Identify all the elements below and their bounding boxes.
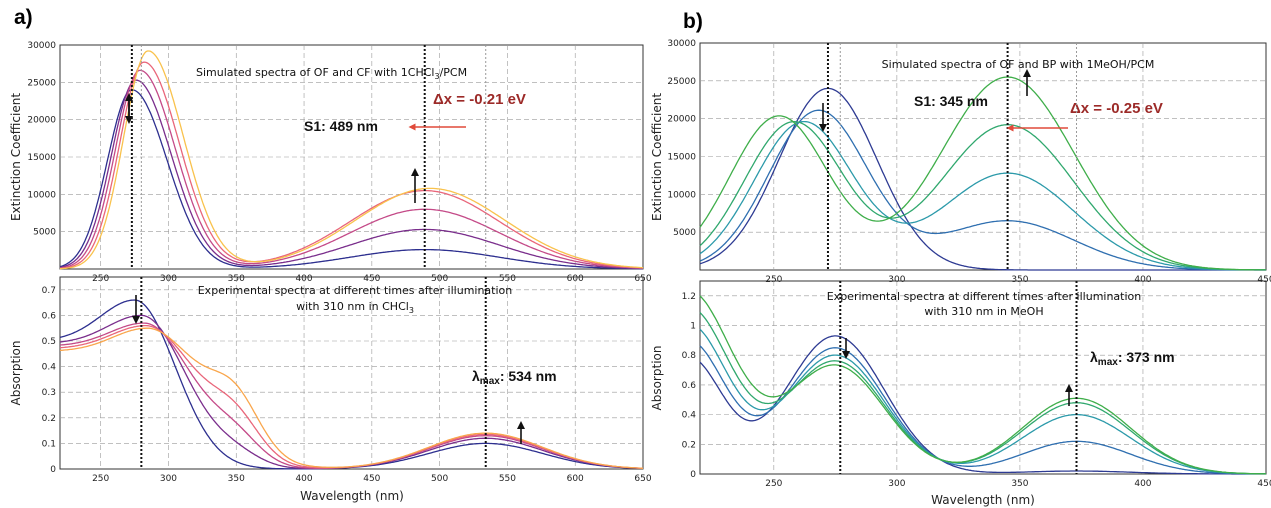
series-line: [699, 120, 1266, 271]
b-lambda-label: λmax: 373 nm: [1090, 349, 1175, 368]
panel-a-letter: a): [14, 6, 33, 29]
b-exp-title-line1: Experimental spectra at different times …: [827, 290, 1142, 303]
panel-a-bottom-plot: 250 300 350 400 450 500 550 600 650 0 0.1 0.2 0.3 0.4…: [42, 276, 652, 484]
series-line: [699, 335, 1266, 475]
x-tick-label: 400: [1134, 479, 1151, 489]
y-tick-label: 0.4: [682, 411, 697, 421]
x-tick-label: 500: [431, 474, 448, 484]
y-tick-label: 30000: [27, 41, 56, 51]
panel-b-top-plot: 250 300 350 400 450 5000 10000 15000 20000 25000 3…: [667, 39, 1271, 285]
y-tick-label: 0.8: [682, 351, 697, 361]
y-tick-label: 0.3: [42, 388, 56, 398]
a-xlabel: Wavelength (nm): [300, 489, 404, 503]
x-tick-label: 450: [1257, 275, 1271, 285]
series-line: [699, 120, 1266, 271]
series-line: [699, 295, 1266, 475]
a-s1-label: S1: 489 nm: [304, 118, 378, 134]
y-tick-label: 25000: [667, 77, 696, 87]
x-tick-label: 400: [1134, 275, 1151, 285]
y-tick-label: 10000: [27, 190, 56, 200]
a-lambda-label: λmax: 534 nm: [472, 368, 557, 387]
b-shift-label: Δx = -0.25 eV: [1070, 100, 1163, 117]
series-line: [699, 109, 1266, 271]
y-tick-label: 0.4: [42, 363, 57, 373]
b-s1-label: S1: 345 nm: [914, 93, 988, 109]
series-line: [59, 50, 643, 270]
a-exp-title-line2: with 310 nm in CHCl3: [296, 300, 414, 315]
y-tick-label: 25000: [27, 78, 56, 88]
series-line: [699, 87, 1266, 271]
x-tick-label: 300: [888, 479, 905, 489]
x-tick-label: 450: [1257, 479, 1271, 489]
a-shift-label: Δx = -0.21 eV: [433, 91, 526, 108]
panel-b-bottom-plot: 250 300 350 400 450 0 0.2 0.4 0.6 0.8 1 1.2: [682, 280, 1271, 489]
x-tick-label: 600: [567, 474, 584, 484]
x-tick-label: 350: [1011, 479, 1028, 489]
y-tick-label: 5000: [33, 228, 56, 238]
x-tick-label: 300: [888, 275, 905, 285]
x-tick-label: 250: [765, 275, 782, 285]
series-line: [59, 69, 644, 269]
y-tick-label: 5000: [673, 228, 696, 238]
b-xlabel: Wavelength (nm): [931, 493, 1035, 507]
series-line: [59, 327, 643, 469]
x-tick-label: 400: [295, 474, 312, 484]
y-tick-label: 1: [690, 322, 696, 332]
x-tick-label: 350: [1011, 275, 1028, 285]
x-tick-label: 250: [92, 474, 109, 484]
y-tick-label: 0.6: [682, 381, 697, 391]
y-tick-label: 0.1: [42, 439, 56, 449]
y-tick-label: 0.7: [42, 286, 56, 296]
x-tick-label: 300: [160, 474, 177, 484]
y-tick-label: 0: [690, 470, 696, 480]
y-tick-label: 0.5: [42, 337, 56, 347]
x-tick-label: 650: [634, 474, 651, 484]
y-tick-label: 20000: [27, 116, 56, 126]
a-bottom-ylabel: Absorption: [9, 341, 23, 406]
a-exp-title-line1: Experimental spectra at different times …: [198, 284, 513, 297]
y-tick-label: 10000: [667, 190, 696, 200]
y-tick-label: 0.2: [682, 440, 696, 450]
b-exp-title-line2: with 310 nm in MeOH: [924, 305, 1043, 318]
a-top-ylabel: Extinction Coefficient: [9, 93, 23, 221]
series-line: [59, 324, 643, 469]
y-tick-label: 15000: [667, 153, 696, 163]
b-sim-title: Simulated spectra of OF and BP with 1MeO…: [882, 58, 1155, 71]
b-top-ylabel: Extinction Coefficient: [650, 93, 664, 221]
y-tick-label: 15000: [27, 153, 56, 163]
y-tick-label: 0.6: [42, 311, 57, 321]
series-line: [699, 345, 1266, 475]
series-line: [699, 328, 1266, 475]
y-tick-label: 1.2: [682, 292, 696, 302]
series-line: [59, 61, 643, 270]
y-tick-label: 0.2: [42, 414, 56, 424]
y-tick-label: 0: [50, 465, 56, 475]
panel-b-letter: b): [683, 10, 703, 33]
x-tick-label: 250: [765, 479, 782, 489]
y-tick-label: 30000: [667, 39, 696, 49]
b-bottom-ylabel: Absorption: [650, 346, 664, 411]
x-tick-label: 550: [499, 474, 516, 484]
x-tick-label: 350: [228, 474, 245, 484]
series-line: [699, 76, 1266, 271]
series-line: [59, 89, 643, 270]
a-sim-title: Simulated spectra of OF and CF with 1CHC…: [196, 66, 467, 81]
series-line: [59, 322, 644, 469]
y-tick-label: 20000: [667, 115, 696, 125]
x-tick-label: 450: [363, 474, 380, 484]
series-line: [59, 79, 644, 270]
